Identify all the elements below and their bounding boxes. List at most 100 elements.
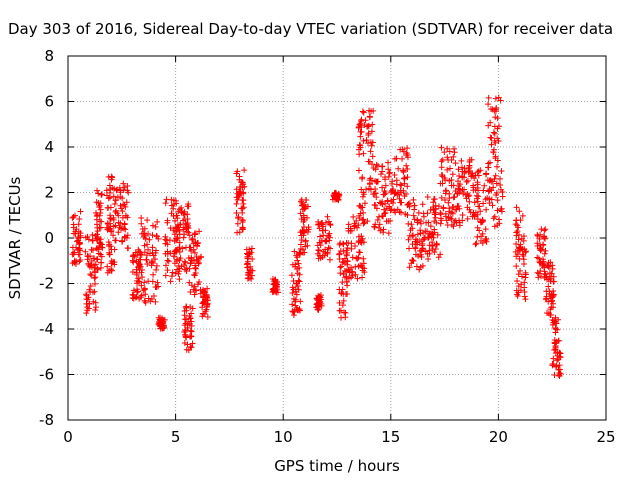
data-point — [419, 201, 426, 208]
data-point — [302, 197, 309, 204]
data-point — [176, 227, 183, 234]
data-point — [522, 249, 529, 256]
data-point — [443, 187, 450, 194]
data-point — [325, 232, 332, 239]
data-point — [397, 181, 404, 188]
data-point — [497, 206, 504, 213]
data-point — [444, 145, 451, 152]
data-point — [348, 240, 355, 247]
data-point — [120, 201, 127, 208]
data-point — [450, 153, 457, 160]
data-point — [459, 212, 466, 219]
data-point — [360, 150, 367, 157]
data-point — [186, 265, 193, 272]
data-point — [162, 200, 169, 207]
data-point — [77, 257, 84, 264]
data-point — [463, 178, 470, 185]
data-point — [272, 276, 279, 283]
data-point — [488, 196, 495, 203]
data-point — [495, 137, 502, 144]
data-point — [344, 282, 351, 289]
data-point — [485, 122, 492, 129]
data-point — [190, 246, 197, 253]
data-point — [185, 254, 192, 261]
data-point — [113, 187, 120, 194]
data-point — [150, 252, 157, 259]
data-point — [75, 221, 82, 228]
data-point — [163, 237, 170, 244]
data-point — [513, 204, 520, 211]
data-point — [552, 314, 559, 321]
data-point — [444, 154, 451, 161]
data-point — [548, 304, 555, 311]
data-point — [98, 218, 105, 225]
data-point — [115, 229, 122, 236]
data-point — [117, 189, 124, 196]
data-point — [103, 224, 110, 231]
data-point — [119, 237, 126, 244]
data-point — [155, 283, 162, 290]
data-point — [542, 247, 549, 254]
data-point — [149, 232, 156, 239]
data-point — [288, 272, 295, 279]
data-point — [117, 225, 124, 232]
data-point — [171, 238, 178, 245]
data-point — [521, 279, 528, 286]
data-point — [290, 278, 297, 285]
data-point — [517, 287, 524, 294]
data-point — [522, 296, 529, 303]
data-point — [428, 233, 435, 240]
data-point — [435, 203, 442, 210]
data-point — [513, 240, 520, 247]
data-point — [94, 187, 101, 194]
data-point — [385, 173, 392, 180]
data-point — [103, 192, 110, 199]
data-point — [410, 196, 417, 203]
data-point — [550, 287, 557, 294]
data-point — [439, 156, 446, 163]
data-point — [397, 199, 404, 206]
data-point — [236, 192, 243, 199]
y-tick-label: -8 — [39, 411, 54, 429]
y-tick-label: -4 — [39, 320, 54, 338]
data-point — [150, 271, 157, 278]
data-point — [534, 269, 541, 276]
data-point — [195, 259, 202, 266]
data-point — [487, 177, 494, 184]
data-point — [551, 347, 558, 354]
data-point — [141, 286, 148, 293]
data-point — [98, 259, 105, 266]
data-point — [494, 197, 501, 204]
data-point — [130, 295, 137, 302]
data-point — [425, 256, 432, 263]
data-point — [488, 187, 495, 194]
y-tick-label: -2 — [39, 275, 54, 293]
data-point — [513, 229, 520, 236]
data-point — [204, 295, 211, 302]
data-point — [86, 300, 93, 307]
data-point — [403, 190, 410, 197]
data-point — [182, 266, 189, 273]
data-point — [549, 362, 556, 369]
data-point — [134, 277, 141, 284]
data-point — [336, 286, 343, 293]
data-point — [375, 213, 382, 220]
data-point — [345, 225, 352, 232]
data-point — [297, 298, 304, 305]
data-point — [70, 214, 77, 221]
data-point — [391, 155, 398, 162]
data-point — [442, 213, 449, 220]
data-point — [455, 186, 462, 193]
data-point — [119, 225, 126, 232]
data-point — [445, 199, 452, 206]
data-point — [438, 171, 445, 178]
data-point — [85, 260, 92, 267]
data-point — [464, 177, 471, 184]
data-point — [194, 243, 201, 250]
data-point — [430, 199, 437, 206]
data-point — [239, 224, 246, 231]
data-point — [448, 216, 455, 223]
data-point — [191, 291, 198, 298]
data-point — [448, 177, 455, 184]
data-point — [429, 239, 436, 246]
